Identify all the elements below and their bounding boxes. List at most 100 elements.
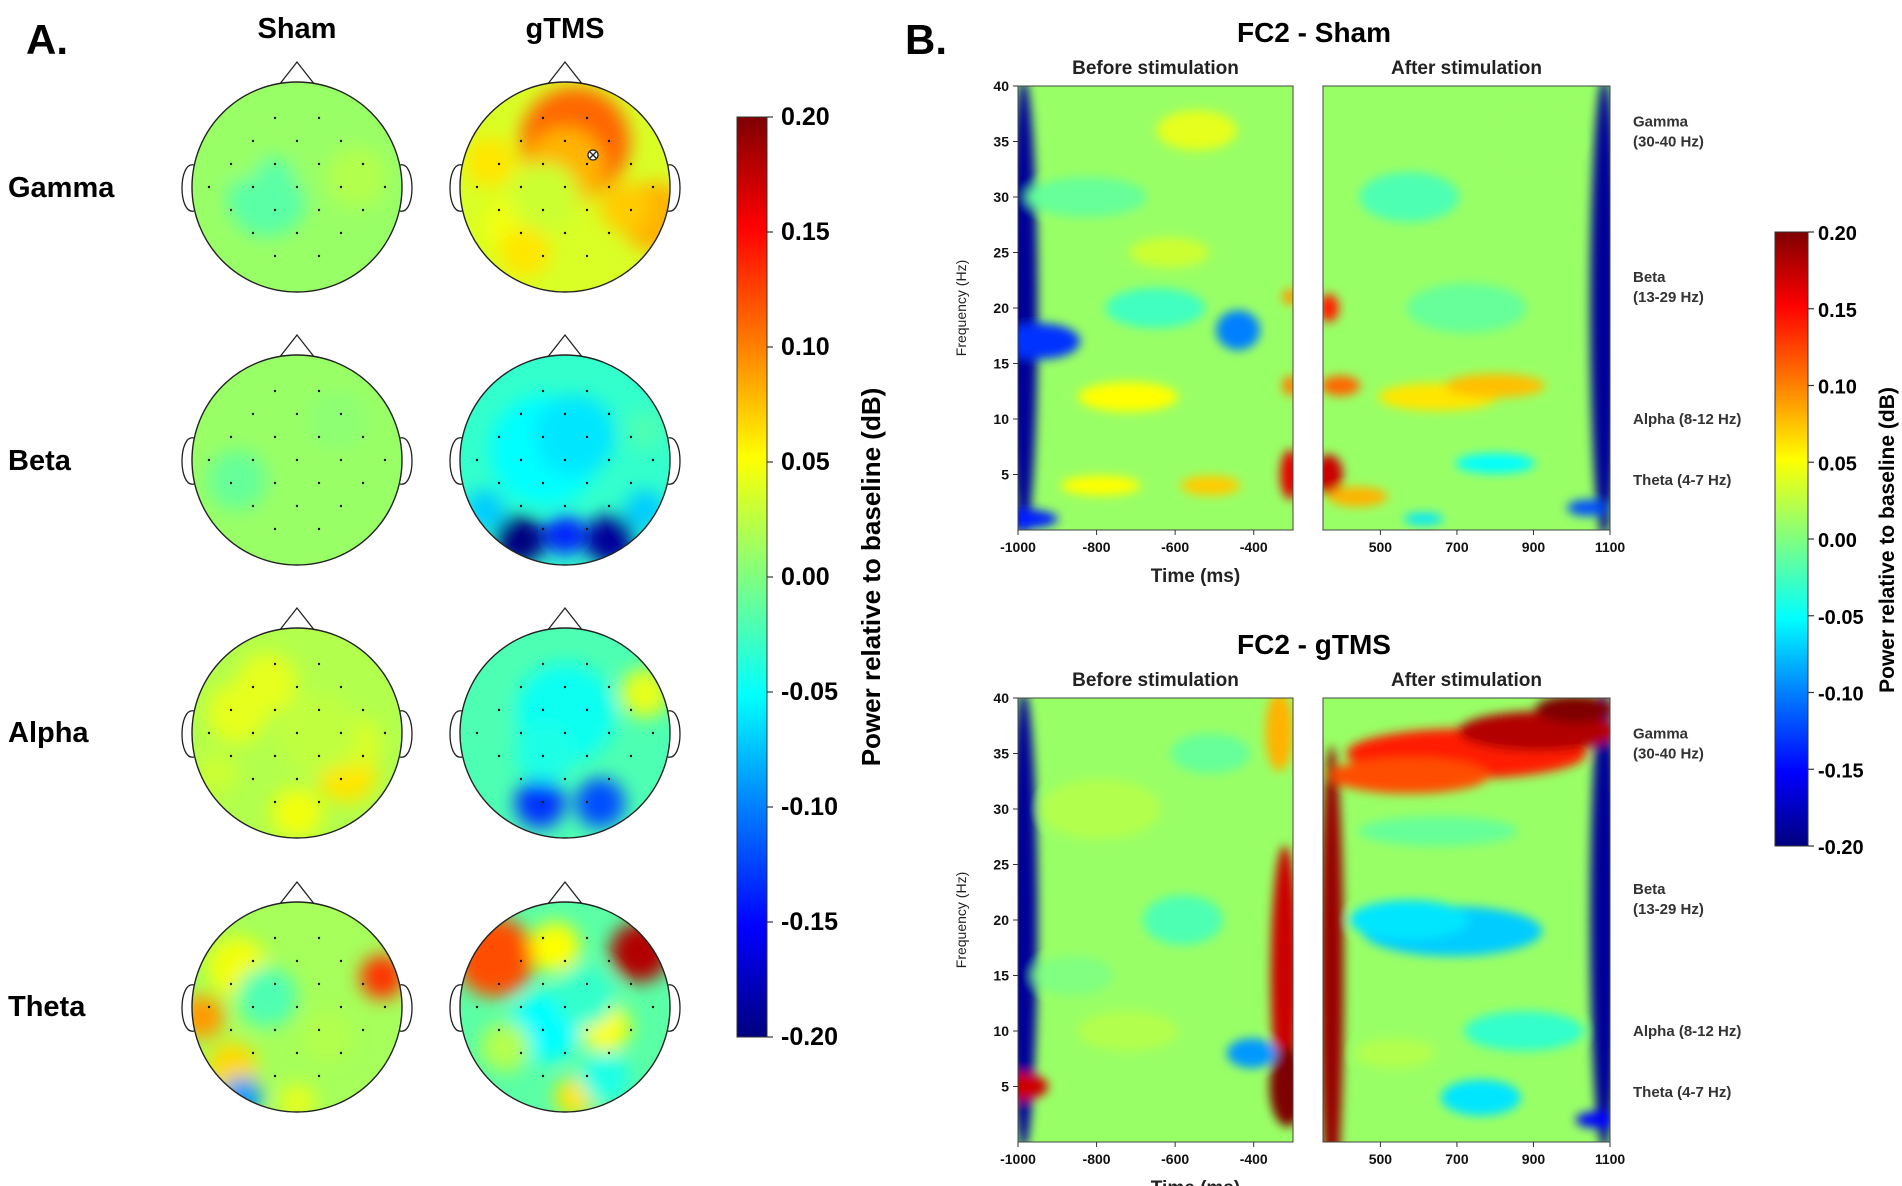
electrode-dot	[607, 777, 611, 781]
electrode-dot	[607, 458, 611, 462]
y-tick-label: 30	[993, 801, 1009, 817]
electrode-dot	[475, 731, 479, 735]
left-ear-outline	[449, 710, 463, 758]
electrode-dot	[651, 458, 655, 462]
left-ear-outline	[181, 984, 195, 1032]
electrode-dot	[317, 481, 321, 485]
tf-xlabel: Time (ms)	[1151, 1178, 1240, 1186]
electrode-dot	[585, 936, 589, 940]
band-label: Alpha (8-12 Hz)	[1633, 1023, 1741, 1040]
electrode-dot	[383, 185, 387, 189]
colorbar-tick-label: 0.05	[1818, 453, 1857, 475]
colorbar-tick-label: 0.15	[781, 218, 830, 246]
electrode-dot	[519, 139, 523, 143]
electrode-dot	[251, 458, 255, 462]
electrode-dot	[295, 777, 299, 781]
colorbar-tick-label: 0.20	[1818, 223, 1857, 245]
electrode-dot	[361, 982, 365, 986]
electrode-dot	[585, 116, 589, 120]
colorbar-a-label: Power relative to baseline (dB)	[856, 388, 886, 767]
electrode-dot	[475, 1005, 479, 1009]
electrode-dot	[497, 162, 501, 166]
electrode-dot	[585, 1028, 589, 1032]
colorbar-tick-label: 0.20	[781, 103, 830, 131]
tf-blob	[1033, 955, 1113, 996]
tf-blob	[1078, 1011, 1178, 1051]
electrode-dot	[629, 162, 633, 166]
electrode-dot	[629, 982, 633, 986]
y-tick-label: 25	[993, 245, 1009, 261]
electrode-dot	[519, 731, 523, 735]
topomap-sham-alpha	[181, 606, 413, 839]
electrode-dot	[339, 139, 343, 143]
time-frequency-plots: FC2 - Sham Before stimulation After stimul…	[953, 17, 1741, 1186]
x-tick-label: -400	[1240, 1151, 1268, 1167]
tf-blob	[1018, 508, 1058, 529]
column-title-sham: Sham	[258, 13, 337, 45]
electrode-dot	[651, 731, 655, 735]
electrode-dot	[475, 458, 479, 462]
electrode-dot	[273, 662, 277, 666]
electrode-dot	[607, 504, 611, 508]
topomap-blob	[535, 395, 615, 475]
electrode-dot	[541, 754, 545, 758]
topomap-blob	[465, 490, 505, 530]
tf-blob	[1280, 449, 1293, 500]
tf-blob	[1323, 454, 1343, 495]
panel-b-letter: B.	[905, 16, 947, 63]
electrode-dot	[519, 185, 523, 189]
tf-title-gtms: FC2 - gTMS	[1237, 629, 1391, 660]
topomap-blob	[495, 515, 545, 565]
electrode-dot	[251, 412, 255, 416]
topomap-blob	[192, 995, 224, 1039]
electrode-dot	[295, 185, 299, 189]
y-tick-label: 25	[993, 857, 1009, 873]
electrode-dot	[541, 662, 545, 666]
nose-outline	[278, 60, 316, 86]
electrode-dot	[519, 458, 523, 462]
electrode-dot	[295, 139, 299, 143]
colorbar-a-ticks: 0.20 0.15 0.10 0.05 0.00 -0.05 -0.10 -0.15 -0.20	[767, 103, 838, 1051]
electrode-dot	[361, 208, 365, 212]
colorbar-tick-label: 0.10	[781, 333, 830, 361]
electrode-dot	[273, 389, 277, 393]
electrode-dot	[229, 982, 233, 986]
x-tick-label: 700	[1445, 1151, 1469, 1167]
electrode-dot	[563, 1005, 567, 1009]
electrode-dot	[585, 527, 589, 531]
electrode-dot	[339, 1051, 343, 1055]
electrode-dot	[541, 708, 545, 712]
electrode-dot	[251, 685, 255, 689]
band-label: Beta	[1633, 881, 1666, 898]
electrode-dot	[273, 116, 277, 120]
topomap-blob	[530, 922, 580, 972]
tf-block-before	[1018, 86, 1293, 530]
electrode-dot	[273, 708, 277, 712]
electrode-dot	[563, 959, 567, 963]
electrode-dot	[541, 389, 545, 393]
electrode-dot	[563, 1051, 567, 1055]
colorbar-tick-label: 0.15	[1818, 300, 1857, 322]
tf-blob	[1018, 1072, 1048, 1101]
electrode-dot	[251, 139, 255, 143]
electrode-dot	[317, 1074, 321, 1078]
electrode-dot	[273, 435, 277, 439]
tf-after-label: After stimulation	[1391, 670, 1542, 691]
tf-blob	[1354, 1038, 1435, 1069]
colorbar-tick-label: -0.20	[1818, 837, 1864, 859]
topomap-gtms-beta	[449, 333, 681, 566]
electrode-dot	[497, 708, 501, 712]
electrode-dot	[339, 504, 343, 508]
electrode-dot	[317, 754, 321, 758]
electrode-dot	[475, 185, 479, 189]
topomap-gtms-alpha	[449, 606, 681, 839]
colorbar-tick-label: 0.05	[781, 448, 830, 476]
electrode-dot	[317, 116, 321, 120]
tf-blob	[1216, 310, 1260, 351]
electrode-dot	[273, 982, 277, 986]
y-tick-label: 20	[993, 912, 1009, 928]
tf-plot-gtms: FC2 - gTMS Before stimulation After stimul…	[953, 629, 1741, 1186]
x-tick-label: 900	[1522, 1151, 1546, 1167]
electrode-dot	[541, 481, 545, 485]
